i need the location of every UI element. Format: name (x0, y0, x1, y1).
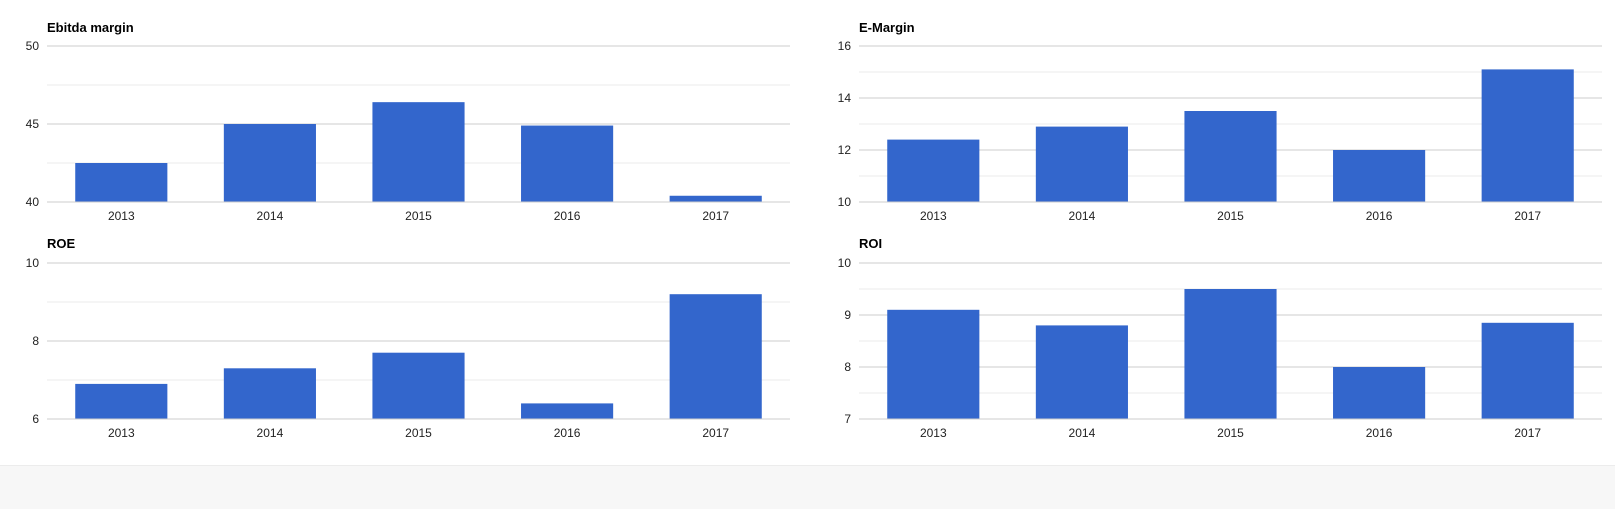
chart-2: E-Margin 16 14 12 10 2013 2014 2015 2016 2017 (838, 20, 1602, 223)
x-tick-label: 2014 (1069, 209, 1096, 223)
bar-2016 (521, 125, 614, 202)
bar-2014 (223, 124, 316, 202)
x-tick-label: 2016 (1366, 209, 1393, 223)
bar-2017 (1481, 69, 1574, 203)
chart-4: ROI 10 9 8 7 2013 2014 2015 2016 2017 (838, 236, 1602, 440)
y-tick-label: 14 (838, 91, 852, 105)
y-tick-label: 40 (26, 195, 40, 209)
bar-2013 (887, 139, 980, 202)
y-tick-label: 10 (26, 256, 40, 270)
y-tick-label: 8 (32, 334, 39, 348)
bar-2014 (1035, 325, 1128, 419)
y-tick-label: 7 (844, 412, 851, 426)
x-tick-label: 2013 (920, 209, 947, 223)
bar-2013 (75, 383, 168, 419)
x-tick-label: 2014 (257, 209, 284, 223)
y-tick-label: 10 (838, 256, 852, 270)
y-tick-label: 9 (844, 308, 851, 322)
y-tick-label: 8 (844, 360, 851, 374)
x-tick-label: 2015 (1217, 426, 1244, 440)
x-tick-label: 2014 (257, 426, 284, 440)
bar-2015 (1184, 289, 1277, 419)
y-tick-label: 6 (32, 412, 39, 426)
x-tick-label: 2016 (1366, 426, 1393, 440)
bar-2016 (521, 403, 614, 419)
x-tick-label: 2013 (108, 209, 135, 223)
y-tick-label: 16 (838, 39, 852, 53)
bar-2013 (887, 309, 980, 419)
bar-2014 (1035, 126, 1128, 202)
bar-2017 (1481, 322, 1574, 419)
chart-title: ROE (47, 236, 76, 251)
chart-1: Ebitda margin 50 45 40 2013 2014 2015 2016 2017 (26, 20, 790, 223)
bar-2013 (75, 163, 168, 202)
y-tick-label: 10 (838, 195, 852, 209)
bar-2016 (1333, 150, 1426, 202)
x-tick-label: 2016 (554, 209, 581, 223)
bar-2017 (669, 294, 762, 419)
bar-2015 (372, 102, 465, 202)
x-tick-label: 2014 (1069, 426, 1096, 440)
x-tick-label: 2017 (1514, 426, 1541, 440)
bar-2016 (1333, 367, 1426, 419)
bar-2015 (372, 352, 465, 419)
y-tick-label: 12 (838, 143, 852, 157)
x-tick-label: 2015 (405, 209, 432, 223)
chart-title: ROI (859, 236, 882, 251)
x-tick-label: 2013 (920, 426, 947, 440)
x-tick-label: 2017 (702, 209, 729, 223)
chart-title: Ebitda margin (47, 20, 134, 35)
bar-2014 (223, 368, 316, 419)
y-tick-label: 50 (26, 39, 40, 53)
chart-title: E-Margin (859, 20, 915, 35)
bar-2017 (669, 195, 762, 202)
bar-2015 (1184, 111, 1277, 202)
x-tick-label: 2013 (108, 426, 135, 440)
x-tick-label: 2017 (1514, 209, 1541, 223)
x-tick-label: 2016 (554, 426, 581, 440)
chart-3: ROE 10 8 6 2013 2014 2015 2016 2017 (26, 236, 790, 440)
x-tick-label: 2015 (405, 426, 432, 440)
footer-strip (0, 465, 1615, 509)
x-tick-label: 2015 (1217, 209, 1244, 223)
x-tick-label: 2017 (702, 426, 729, 440)
y-tick-label: 45 (26, 117, 40, 131)
